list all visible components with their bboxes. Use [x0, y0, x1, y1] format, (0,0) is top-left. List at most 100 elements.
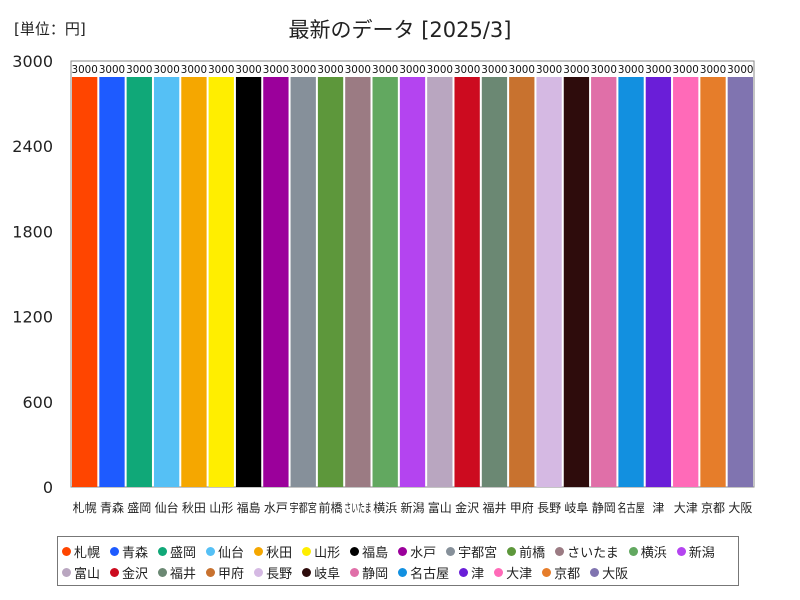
legend-label: さいたま: [567, 546, 619, 561]
data-label: 3000: [290, 63, 316, 76]
legend-marker: [507, 547, 517, 556]
legend-marker: [158, 547, 168, 556]
legend-label: 秋田: [266, 546, 293, 561]
legend-marker: [350, 547, 360, 556]
legend-marker: [398, 568, 408, 577]
legend-item: 横浜: [628, 541, 667, 562]
x-tick-label: 岐阜: [564, 501, 588, 515]
legend-marker: [590, 568, 600, 577]
legend-label: 大津: [506, 567, 533, 582]
y-axis: 0 600 1200 1800 2400 3000: [12, 52, 53, 497]
legend-marker: [676, 547, 686, 556]
legend-label: 福井: [170, 567, 197, 582]
legend-item: 盛岡: [158, 541, 196, 562]
data-label: 3000: [317, 63, 343, 76]
legend-item: 富山: [62, 562, 100, 583]
x-tick-label: 福島: [237, 500, 261, 515]
legend-item: 札幌: [62, 541, 100, 562]
x-tick-label: 甲府: [510, 500, 534, 515]
x-tick-label: 山形: [209, 501, 233, 515]
legend-item: さいたま: [555, 541, 619, 562]
bar: [454, 77, 480, 487]
bar: [317, 77, 344, 487]
data-label: 3000: [181, 63, 207, 76]
legend-item: 岐阜: [302, 562, 340, 583]
bar: [618, 77, 644, 487]
legend-item: 大阪: [590, 562, 628, 583]
data-label: 3000: [372, 63, 398, 76]
bar: [700, 77, 726, 487]
x-tick-label: 津: [652, 501, 664, 515]
bar: [727, 77, 753, 487]
bar: [99, 77, 125, 487]
x-tick-label: 金沢: [455, 500, 479, 515]
bar: [427, 77, 453, 487]
bar: [290, 77, 316, 487]
bar: [72, 77, 98, 487]
legend-label: 盛岡: [170, 546, 197, 561]
legend-item: 宇都宮: [446, 541, 497, 562]
legend-item: 青森: [110, 541, 148, 562]
y-tick-label: 3000: [12, 52, 53, 71]
legend-marker: [254, 568, 264, 577]
x-tick-label: 静岡: [592, 501, 616, 515]
y-tick-label: 1200: [12, 308, 53, 327]
legend-item: 大津: [494, 562, 532, 583]
bar-series: 3000 3000 3000 3000 3000 3000 3000 3000 3000 3000…: [72, 63, 754, 487]
legend-label: 福島: [362, 546, 389, 561]
bar: [509, 77, 535, 487]
x-tick-label: 札幌: [73, 500, 97, 515]
bar: [481, 77, 508, 487]
legend-marker: [628, 547, 638, 556]
x-tick-label: 青森: [100, 500, 124, 515]
legend-label: 前橋: [519, 546, 546, 561]
legend-label: 京都: [554, 567, 581, 582]
data-label: 3000: [591, 63, 617, 76]
data-label: 3000: [645, 63, 671, 76]
bar: [235, 77, 262, 487]
legend-marker: [459, 568, 469, 577]
legend-item: 福島: [350, 541, 388, 562]
legend-item: 金沢: [110, 562, 148, 583]
chart-title: 最新のデータ [2025/3]: [288, 18, 512, 42]
x-tick-label: 横浜: [373, 501, 397, 515]
bar: [673, 77, 699, 487]
legend-marker: [62, 568, 71, 577]
legend-marker: [350, 568, 360, 577]
legend-label: 富山: [74, 567, 101, 582]
legend-label: 新潟: [688, 546, 715, 561]
data-label: 3000: [536, 63, 562, 76]
legend-label: 津: [471, 567, 485, 582]
y-tick-label: 0: [43, 478, 53, 497]
legend-item: 津: [459, 562, 484, 583]
data-label: 3000: [509, 63, 535, 76]
data-label: 3000: [235, 63, 261, 76]
x-tick-label: 水戸: [264, 501, 288, 515]
data-label: 3000: [563, 63, 589, 76]
legend-item: 前橋: [507, 541, 545, 562]
data-label: 3000: [72, 63, 98, 76]
legend-marker: [494, 568, 504, 577]
data-label: 3000: [673, 63, 699, 76]
legend-label: 横浜: [640, 546, 667, 561]
legend-item: 静岡: [350, 562, 388, 583]
data-label: 3000: [399, 63, 425, 76]
legend-marker: [62, 547, 71, 556]
bar: [263, 77, 289, 487]
data-label: 3000: [208, 63, 234, 76]
legend-item: 京都: [542, 562, 580, 583]
legend-label: 山形: [314, 546, 341, 561]
legend-marker: [206, 547, 216, 556]
legend-marker: [542, 568, 552, 577]
legend-label: 甲府: [218, 567, 245, 582]
legend-marker: [302, 547, 312, 556]
legend-item: 秋田: [254, 541, 292, 562]
x-tick-label: 京都: [701, 501, 725, 515]
x-axis: 札幌 青森 盛岡 仙台 秋田 山形 福島 水戸 宇都宮前橋 さいたま 横浜 新潟 富山 金沢 福井 甲府 長野岐…: [73, 500, 753, 515]
legend-label: 仙台: [218, 546, 245, 561]
bar: [563, 77, 590, 487]
unit-label: [単位：円]: [14, 20, 86, 38]
legend-label: 長野: [266, 567, 293, 582]
legend-item: 仙台: [206, 541, 244, 562]
legend-item: 名古屋: [398, 562, 449, 583]
